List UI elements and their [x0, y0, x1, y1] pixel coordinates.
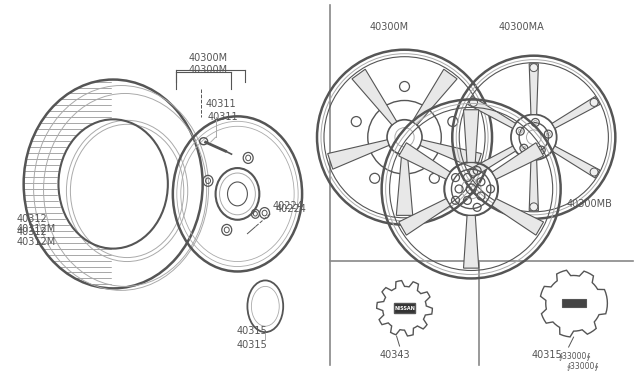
Polygon shape: [552, 96, 600, 128]
Text: 40315: 40315: [237, 326, 268, 336]
Polygon shape: [468, 146, 516, 178]
Polygon shape: [396, 154, 413, 215]
Polygon shape: [377, 280, 433, 336]
Text: 40343: 40343: [380, 350, 410, 360]
Text: 40300M: 40300M: [370, 22, 409, 32]
Polygon shape: [463, 215, 479, 268]
Polygon shape: [412, 69, 457, 125]
Ellipse shape: [470, 99, 477, 106]
Ellipse shape: [590, 99, 598, 106]
Polygon shape: [463, 110, 479, 163]
Polygon shape: [468, 96, 516, 128]
Text: 40315: 40315: [531, 350, 562, 360]
Text: 40300MA: 40300MA: [499, 22, 545, 32]
Text: 40311: 40311: [207, 112, 238, 122]
Ellipse shape: [470, 168, 477, 176]
Polygon shape: [492, 199, 543, 235]
Text: 40300MB: 40300MB: [566, 199, 612, 209]
Polygon shape: [541, 270, 607, 337]
Text: ∳33000∳: ∳33000∳: [559, 351, 591, 360]
Polygon shape: [529, 160, 538, 211]
FancyBboxPatch shape: [394, 303, 415, 313]
Text: 40311: 40311: [205, 99, 236, 109]
Text: NISSAN: NISSAN: [394, 306, 415, 311]
Text: 40312: 40312: [17, 227, 47, 237]
Ellipse shape: [530, 64, 538, 71]
Polygon shape: [328, 140, 389, 169]
Ellipse shape: [530, 203, 538, 211]
Polygon shape: [420, 140, 481, 169]
Text: 40315: 40315: [237, 340, 268, 350]
Text: 40300M: 40300M: [189, 53, 228, 62]
Text: 40224: 40224: [275, 204, 306, 214]
Polygon shape: [529, 64, 538, 115]
FancyBboxPatch shape: [562, 299, 586, 307]
Polygon shape: [552, 146, 600, 178]
Polygon shape: [492, 143, 543, 179]
Text: 40224: 40224: [272, 201, 303, 211]
Text: 40312: 40312: [17, 214, 47, 224]
Text: 40312M: 40312M: [17, 237, 56, 247]
Polygon shape: [352, 69, 397, 125]
Text: 40300M: 40300M: [189, 65, 228, 75]
Polygon shape: [399, 199, 450, 235]
Text: ∳33000∳: ∳33000∳: [566, 361, 599, 370]
Polygon shape: [399, 143, 450, 179]
Ellipse shape: [590, 168, 598, 176]
Text: 40312M: 40312M: [17, 224, 56, 234]
